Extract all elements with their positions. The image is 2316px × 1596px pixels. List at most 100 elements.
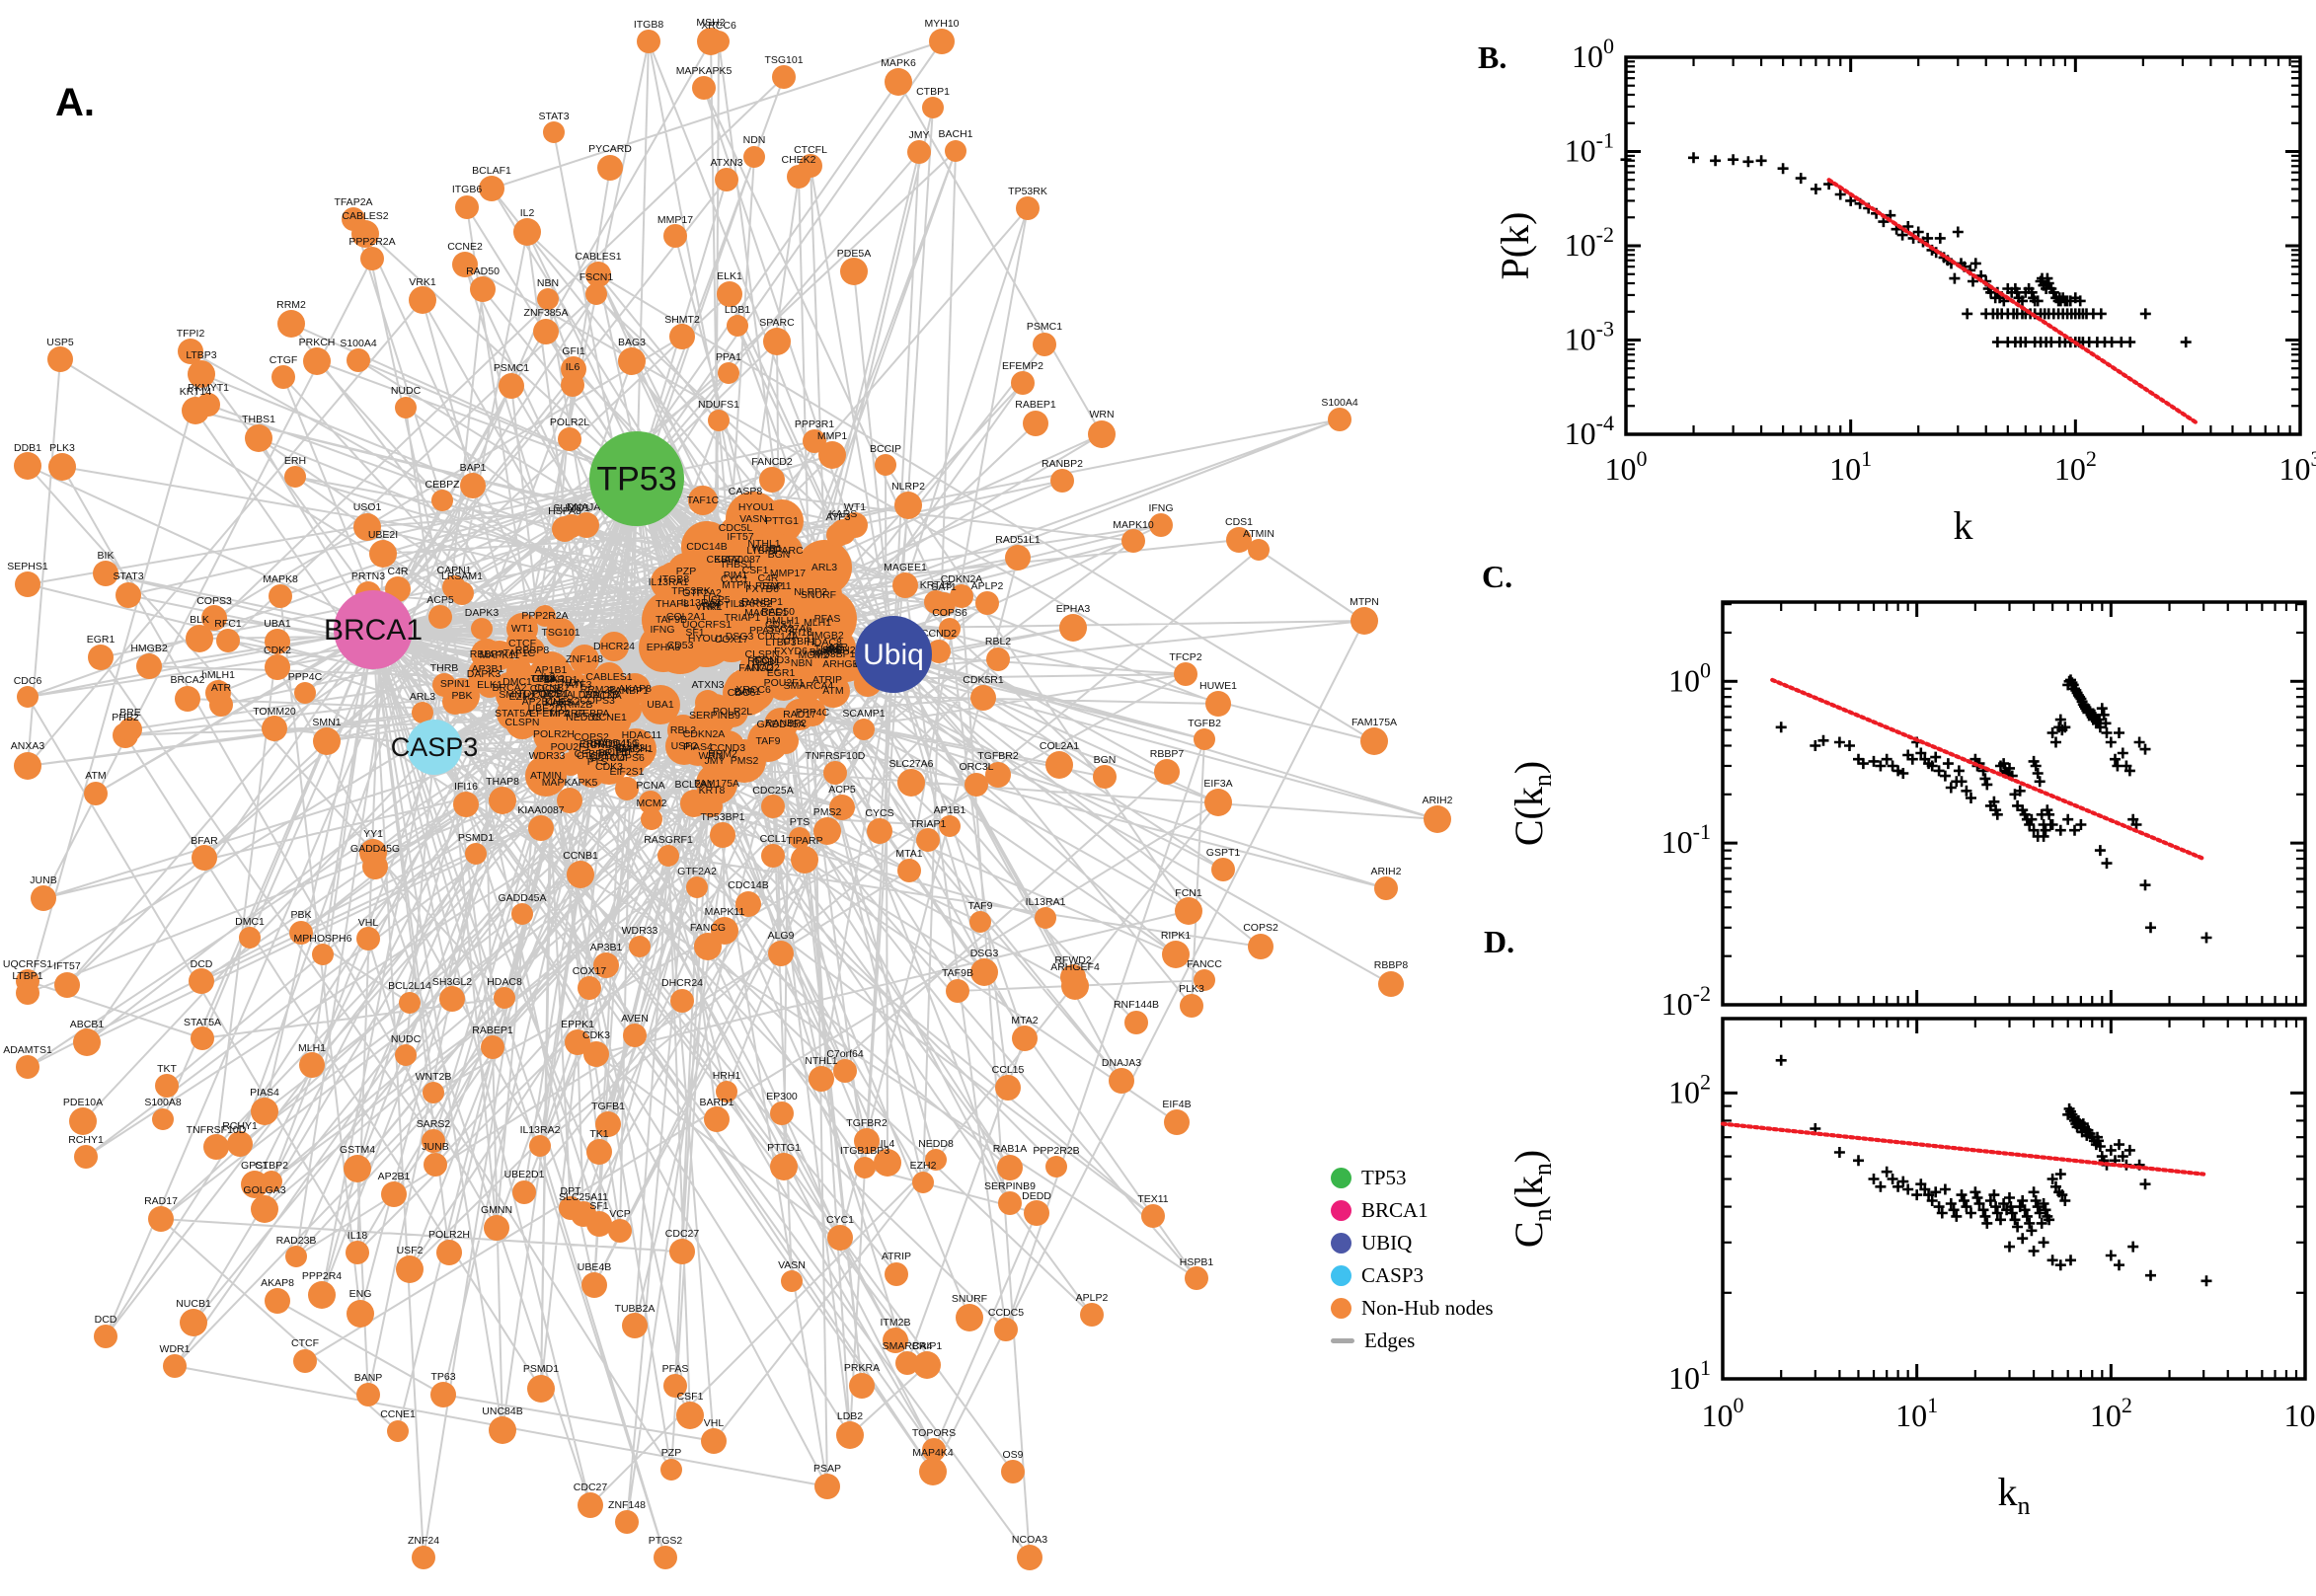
svg-text:EIF3A: EIF3A xyxy=(1203,778,1232,790)
svg-text:ANXA3: ANXA3 xyxy=(11,740,45,752)
svg-text:CDC14B: CDC14B xyxy=(686,541,727,553)
x-axis-title: kn​ xyxy=(1998,1470,2031,1520)
svg-text:MMP17: MMP17 xyxy=(657,214,693,226)
svg-text:MAPK10: MAPK10 xyxy=(1113,519,1154,531)
svg-text:COL2A1: COL2A1 xyxy=(666,611,706,623)
svg-text:SERPINB9: SERPINB9 xyxy=(984,1180,1036,1192)
svg-text:PPP4C: PPP4C xyxy=(288,671,323,683)
svg-text:RAD23B: RAD23B xyxy=(276,1235,317,1247)
svg-text:S100A4: S100A4 xyxy=(1321,397,1358,409)
svg-text:SNURF: SNURF xyxy=(801,589,836,601)
svg-text:TP53RK: TP53RK xyxy=(1008,186,1047,197)
svg-text:NCOA3: NCOA3 xyxy=(1012,1534,1047,1546)
svg-text:PTTG1: PTTG1 xyxy=(765,515,799,527)
svg-text:CDC5L: CDC5L xyxy=(719,522,753,534)
svg-text:SLC27A6: SLC27A6 xyxy=(768,623,812,635)
svg-text:PFAS: PFAS xyxy=(662,1363,689,1375)
svg-text:THAP8: THAP8 xyxy=(486,776,519,788)
svg-text:BARD1: BARD1 xyxy=(699,1097,733,1108)
svg-text:HMGB2: HMGB2 xyxy=(130,643,168,654)
scatter-points xyxy=(1621,152,2192,347)
svg-text:PLK3: PLK3 xyxy=(49,442,75,454)
svg-text:HRH1: HRH1 xyxy=(713,1070,741,1082)
svg-text:IFNG: IFNG xyxy=(650,624,674,636)
svg-text:BCL2L14: BCL2L14 xyxy=(388,980,431,992)
x-axis-title: k xyxy=(1954,503,1973,548)
svg-text:CTBP1: CTBP1 xyxy=(916,86,950,98)
svg-text:GSTM4: GSTM4 xyxy=(340,1144,375,1156)
edge-swatch-icon xyxy=(1331,1338,1354,1343)
svg-text:UQCRFS1: UQCRFS1 xyxy=(3,958,52,970)
power-law-fit-line xyxy=(1772,680,2203,859)
svg-text:MPHOSPH6: MPHOSPH6 xyxy=(294,933,352,945)
svg-text:SMARCA4: SMARCA4 xyxy=(784,680,834,692)
svg-text:HSPB1: HSPB1 xyxy=(1180,1256,1214,1268)
svg-text:CYCS: CYCS xyxy=(865,807,893,819)
svg-text:TGFBR2: TGFBR2 xyxy=(846,1117,888,1129)
hub-tp53: TP53 xyxy=(589,431,684,526)
svg-text:COL2A1: COL2A1 xyxy=(1040,740,1079,752)
legend-item-label: UBIQ xyxy=(1361,1233,1412,1254)
svg-text:EIF2S1: EIF2S1 xyxy=(609,766,644,778)
legend-item-non-hub-nodes: Non-Hub nodes xyxy=(1331,1297,1494,1319)
svg-text:KRT8: KRT8 xyxy=(699,785,726,797)
svg-text:AP3B1: AP3B1 xyxy=(590,942,623,953)
legend-item-edges: Edges xyxy=(1331,1330,1494,1351)
svg-text:ELK1: ELK1 xyxy=(477,679,502,691)
svg-text:BRCA2: BRCA2 xyxy=(170,674,204,686)
svg-text:BIK: BIK xyxy=(98,550,115,562)
svg-text:MAPK11: MAPK11 xyxy=(705,906,745,918)
svg-text:ACP5: ACP5 xyxy=(828,784,856,796)
svg-text:UBE4B: UBE4B xyxy=(578,1261,611,1273)
svg-text:PIAS4: PIAS4 xyxy=(683,741,713,753)
svg-text:PTTG1: PTTG1 xyxy=(767,1142,801,1154)
svg-text:BCLAF1: BCLAF1 xyxy=(472,165,511,177)
svg-text:IL13RA2: IL13RA2 xyxy=(520,1124,561,1136)
svg-text:MLH1: MLH1 xyxy=(298,1042,326,1054)
hub-brca1: BRCA1 xyxy=(324,590,423,669)
svg-text:PSMC1: PSMC1 xyxy=(494,362,529,374)
svg-text:PSMC1: PSMC1 xyxy=(1027,321,1062,333)
svg-text:ITGB6: ITGB6 xyxy=(452,184,483,195)
svg-text:TIPARP: TIPARP xyxy=(786,835,822,847)
svg-text:LTBP3: LTBP3 xyxy=(186,349,216,361)
svg-text:103: 103 xyxy=(2284,1393,2316,1433)
svg-text:STAT5A: STAT5A xyxy=(184,1017,221,1028)
svg-text:ARL3: ARL3 xyxy=(811,562,837,573)
svg-text:FANCG: FANCG xyxy=(690,922,726,934)
svg-text:CDS1: CDS1 xyxy=(1225,516,1253,528)
svg-text:CTGF: CTGF xyxy=(270,354,298,366)
svg-text:IL13RA2: IL13RA2 xyxy=(681,597,722,609)
svg-text:SERPINB9: SERPINB9 xyxy=(689,710,740,722)
legend-item-label: TP53 xyxy=(1361,1168,1407,1188)
svg-text:ARIH2: ARIH2 xyxy=(1423,795,1453,806)
network-svg: TP53RKKIAA0087THAP8CDC14BDSG3NTHL1VRK1CE… xyxy=(0,0,1471,1591)
svg-text:TEX11: TEX11 xyxy=(1137,1193,1168,1205)
svg-text:CD53: CD53 xyxy=(667,640,694,651)
svg-text:NUDC: NUDC xyxy=(391,385,422,397)
svg-text:ALG9: ALG9 xyxy=(768,930,795,942)
svg-text:101: 101 xyxy=(1829,446,1872,487)
svg-text:TOMM20: TOMM20 xyxy=(253,706,296,718)
svg-text:ATM: ATM xyxy=(85,770,106,782)
svg-text:PDE10A: PDE10A xyxy=(63,1097,103,1108)
legend-item-tp53: TP53 xyxy=(1331,1167,1494,1188)
svg-text:PTS: PTS xyxy=(790,816,810,828)
svg-text:ARIH2: ARIH2 xyxy=(1371,866,1402,877)
svg-text:10-3: 10-3 xyxy=(1565,317,1614,357)
svg-text:CDK3: CDK3 xyxy=(582,1029,610,1041)
svg-text:HDAC8: HDAC8 xyxy=(487,976,522,988)
svg-text:GTF2A2: GTF2A2 xyxy=(677,866,717,877)
svg-text:USP5: USP5 xyxy=(46,337,74,348)
svg-text:PPP2R2B: PPP2R2B xyxy=(1033,1145,1079,1157)
svg-text:PRTN3: PRTN3 xyxy=(351,570,385,582)
svg-text:PRKCH: PRKCH xyxy=(299,337,336,348)
svg-text:AKAP8: AKAP8 xyxy=(261,1277,294,1289)
svg-text:PTGS2: PTGS2 xyxy=(649,1535,683,1547)
svg-text:COPS3: COPS3 xyxy=(196,595,232,607)
svg-text:PRKRA: PRKRA xyxy=(844,1362,880,1374)
svg-text:10-4: 10-4 xyxy=(1565,411,1614,451)
svg-text:HDAC11: HDAC11 xyxy=(622,729,662,741)
svg-text:CSF1: CSF1 xyxy=(677,1391,704,1403)
